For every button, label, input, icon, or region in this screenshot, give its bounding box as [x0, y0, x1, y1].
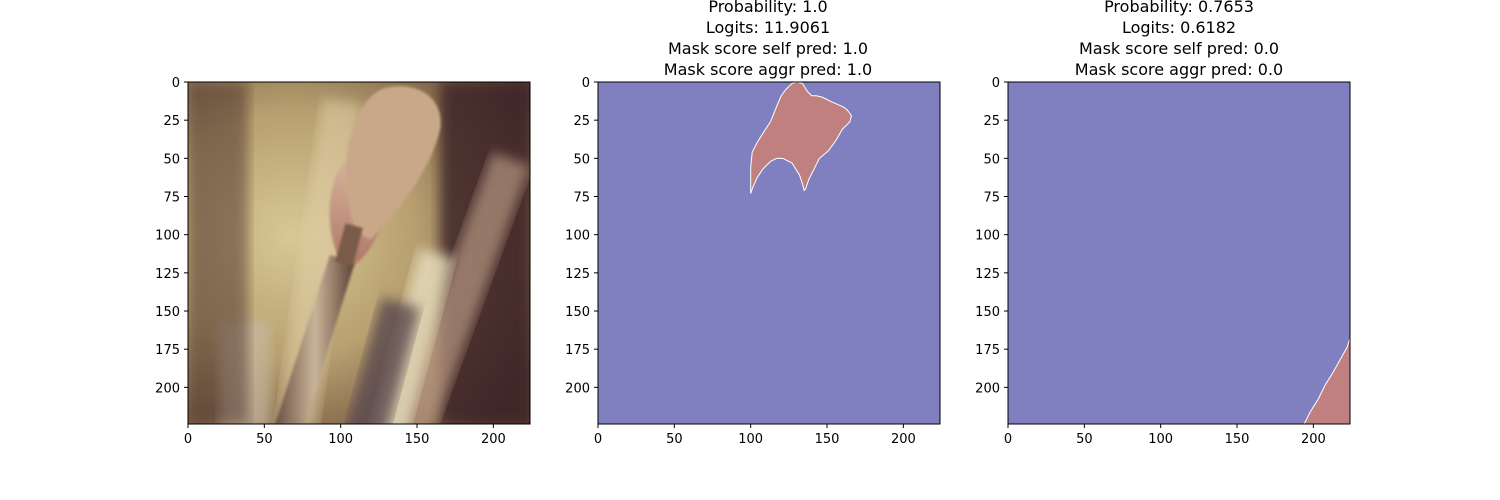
- panel-2-ticks: 0 50 100 150 200 0 25 50 75 100 125 150 175 200: [975, 76, 1326, 447]
- y-tick-label: 200: [975, 381, 1000, 396]
- panel-1-ticks: 0 50 100 150 200 0 25 50 75 100 125 150 175 200: [565, 76, 916, 447]
- y-tick-label: 75: [983, 191, 1000, 206]
- x-tick-label: 100: [738, 432, 763, 447]
- y-tick-label: 200: [155, 381, 180, 396]
- x-tick-label: 200: [891, 432, 916, 447]
- y-tick-label: 25: [573, 114, 590, 129]
- mask-2-title: Probability: 0.7653 Logits: 0.6182 Mask …: [1075, 0, 1283, 79]
- y-tick-label: 75: [163, 191, 180, 206]
- title-line: Probability: 1.0: [708, 0, 827, 16]
- y-tick-label: 150: [975, 305, 1000, 320]
- title-line: Mask score aggr pred: 1.0: [664, 60, 872, 79]
- y-tick-label: 0: [992, 76, 1000, 91]
- y-tick-label: 125: [565, 267, 590, 282]
- mask-1-panel: Probability: 1.0 Logits: 11.9061 Mask sc…: [565, 0, 941, 447]
- title-line: Logits: 0.6182: [1122, 18, 1236, 37]
- title-line: Mask score self pred: 1.0: [668, 39, 868, 58]
- mask-background: [1008, 82, 1350, 424]
- y-tick-label: 0: [582, 76, 590, 91]
- panel-0-ticks: 0 50 100 150 200 0 25 50 75 100 125 150 175 200: [155, 76, 506, 447]
- y-tick-label: 0: [172, 76, 180, 91]
- y-tick-label: 175: [975, 343, 1000, 358]
- x-tick-label: 200: [1301, 432, 1326, 447]
- mask-2-panel: Probability: 0.7653 Logits: 0.6182 Mask …: [975, 0, 1351, 447]
- x-tick-label: 0: [184, 432, 192, 447]
- x-tick-label: 150: [815, 432, 840, 447]
- y-tick-label: 150: [155, 305, 180, 320]
- y-tick-label: 175: [565, 343, 590, 358]
- y-tick-label: 25: [983, 114, 1000, 129]
- x-tick-label: 150: [405, 432, 430, 447]
- y-tick-label: 100: [975, 229, 1000, 244]
- y-tick-label: 50: [573, 152, 590, 167]
- y-tick-label: 25: [163, 114, 180, 129]
- x-tick-label: 0: [594, 432, 602, 447]
- title-line: Logits: 11.9061: [706, 18, 830, 37]
- title-line: Mask score aggr pred: 0.0: [1075, 60, 1283, 79]
- y-tick-label: 50: [163, 152, 180, 167]
- y-tick-label: 125: [975, 267, 1000, 282]
- x-tick-label: 0: [1004, 432, 1012, 447]
- mask-1-title: Probability: 1.0 Logits: 11.9061 Mask sc…: [664, 0, 872, 79]
- y-tick-label: 50: [983, 152, 1000, 167]
- y-tick-label: 200: [565, 381, 590, 396]
- x-tick-label: 100: [1148, 432, 1173, 447]
- title-line: Probability: 0.7653: [1104, 0, 1254, 16]
- x-tick-label: 50: [1076, 432, 1093, 447]
- y-tick-label: 150: [565, 305, 590, 320]
- y-tick-label: 100: [155, 229, 180, 244]
- y-tick-label: 125: [155, 267, 180, 282]
- original-image-panel: 0 50 100 150 200 0 25 50 75 100 125 150 175 200: [155, 76, 531, 447]
- x-tick-label: 50: [256, 432, 273, 447]
- paintbrush-photo: [188, 82, 530, 424]
- title-line: Mask score self pred: 0.0: [1079, 39, 1279, 58]
- y-tick-label: 175: [155, 343, 180, 358]
- x-tick-label: 200: [481, 432, 506, 447]
- y-tick-label: 75: [573, 191, 590, 206]
- x-tick-label: 50: [666, 432, 683, 447]
- x-tick-label: 150: [1225, 432, 1250, 447]
- x-tick-label: 100: [328, 432, 353, 447]
- mask-region: [750, 81, 852, 194]
- y-tick-label: 100: [565, 229, 590, 244]
